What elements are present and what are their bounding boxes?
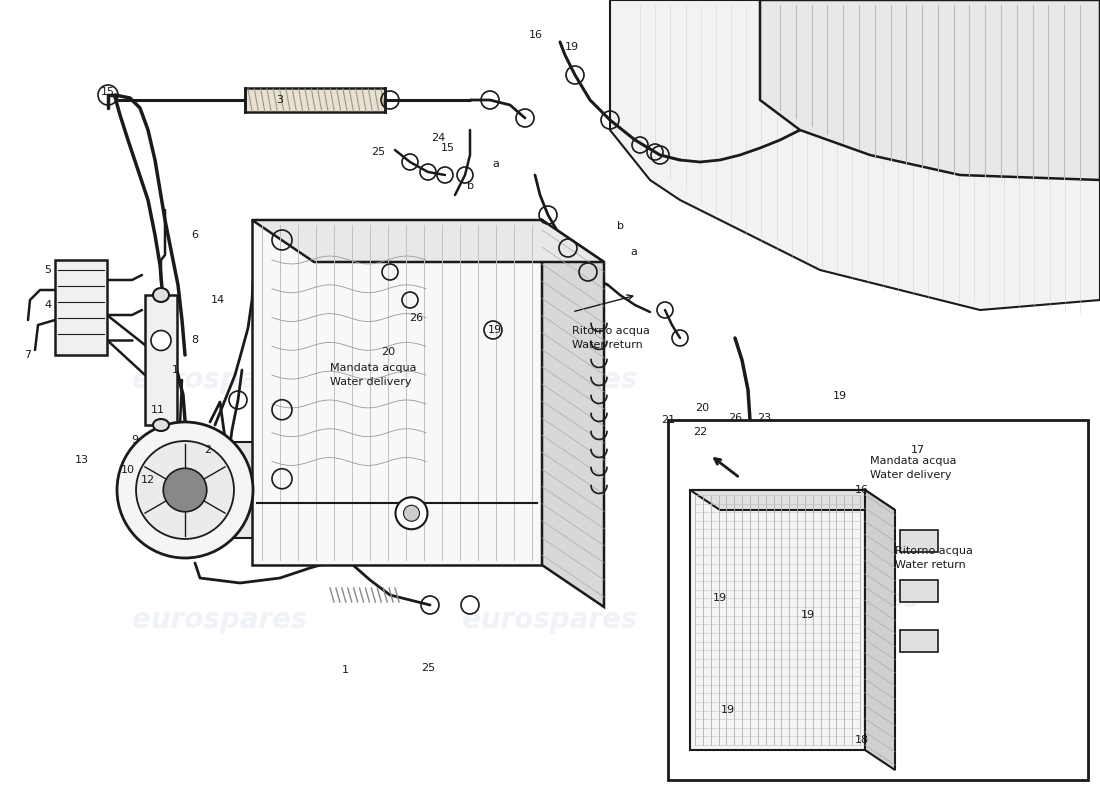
Text: 18: 18 xyxy=(855,735,869,745)
Text: 8: 8 xyxy=(191,335,199,345)
Bar xyxy=(219,442,300,538)
Bar xyxy=(145,295,177,425)
Text: 21: 21 xyxy=(661,415,675,425)
Text: 19: 19 xyxy=(720,705,735,715)
Text: Ritorno acqua
Water return: Ritorno acqua Water return xyxy=(895,546,972,570)
Circle shape xyxy=(151,330,170,350)
Polygon shape xyxy=(542,220,604,607)
Polygon shape xyxy=(865,490,895,770)
Text: 23: 23 xyxy=(757,413,771,423)
Text: 3: 3 xyxy=(276,95,284,105)
Bar xyxy=(245,88,385,112)
Text: eurospares: eurospares xyxy=(132,606,308,634)
Text: 17: 17 xyxy=(911,445,925,455)
Text: 16: 16 xyxy=(529,30,543,40)
Text: eurospares: eurospares xyxy=(752,586,927,614)
Text: Mandata acqua
Water delivery: Mandata acqua Water delivery xyxy=(870,456,957,480)
Text: 20: 20 xyxy=(381,347,395,357)
Text: 19: 19 xyxy=(565,42,579,52)
Text: 6: 6 xyxy=(191,230,198,240)
Text: b: b xyxy=(466,181,473,191)
Text: 22: 22 xyxy=(693,427,707,437)
Ellipse shape xyxy=(153,419,169,431)
Bar xyxy=(55,260,107,355)
Text: 1: 1 xyxy=(172,365,178,375)
Text: 19: 19 xyxy=(488,325,502,335)
Polygon shape xyxy=(690,490,895,510)
Text: 20: 20 xyxy=(695,403,710,413)
Text: 19: 19 xyxy=(801,610,815,620)
Ellipse shape xyxy=(153,288,169,302)
Text: eurospares: eurospares xyxy=(462,606,638,634)
Text: 1: 1 xyxy=(341,665,349,675)
Circle shape xyxy=(136,441,234,539)
Text: 10: 10 xyxy=(121,465,135,475)
Polygon shape xyxy=(252,220,542,565)
Text: a: a xyxy=(630,247,637,257)
Polygon shape xyxy=(610,0,1100,310)
Text: 19: 19 xyxy=(833,391,847,401)
Text: eurospares: eurospares xyxy=(462,366,638,394)
Text: 9: 9 xyxy=(131,435,139,445)
Bar xyxy=(900,530,938,552)
Text: 19: 19 xyxy=(713,593,727,603)
Bar xyxy=(900,580,938,602)
Text: a: a xyxy=(493,159,499,169)
Text: eurospares: eurospares xyxy=(761,588,920,612)
Polygon shape xyxy=(252,220,604,262)
Text: 16: 16 xyxy=(855,485,869,495)
Bar xyxy=(900,630,938,652)
Text: 26: 26 xyxy=(728,413,743,423)
Polygon shape xyxy=(760,0,1100,180)
Text: 26: 26 xyxy=(409,313,424,323)
Text: 11: 11 xyxy=(151,405,165,415)
Text: 13: 13 xyxy=(75,455,89,465)
Circle shape xyxy=(163,468,207,512)
Bar xyxy=(668,420,1088,780)
Text: 24: 24 xyxy=(431,133,446,143)
Text: 15: 15 xyxy=(441,143,455,153)
Text: Ritorno acqua
Water return: Ritorno acqua Water return xyxy=(572,326,650,350)
Text: 14: 14 xyxy=(211,295,226,305)
Circle shape xyxy=(396,498,428,530)
Text: 4: 4 xyxy=(44,300,52,310)
Text: 25: 25 xyxy=(421,663,436,673)
Text: 5: 5 xyxy=(44,265,52,275)
Text: 12: 12 xyxy=(141,475,155,485)
Circle shape xyxy=(117,422,253,558)
Text: 25: 25 xyxy=(371,147,385,157)
Polygon shape xyxy=(690,490,865,750)
Text: 7: 7 xyxy=(24,350,32,360)
Text: Mandata acqua
Water delivery: Mandata acqua Water delivery xyxy=(330,363,417,386)
Text: eurospares: eurospares xyxy=(132,366,308,394)
Text: 2: 2 xyxy=(205,445,211,455)
Circle shape xyxy=(404,506,419,522)
Text: 15: 15 xyxy=(101,87,116,97)
Text: b: b xyxy=(616,221,624,231)
